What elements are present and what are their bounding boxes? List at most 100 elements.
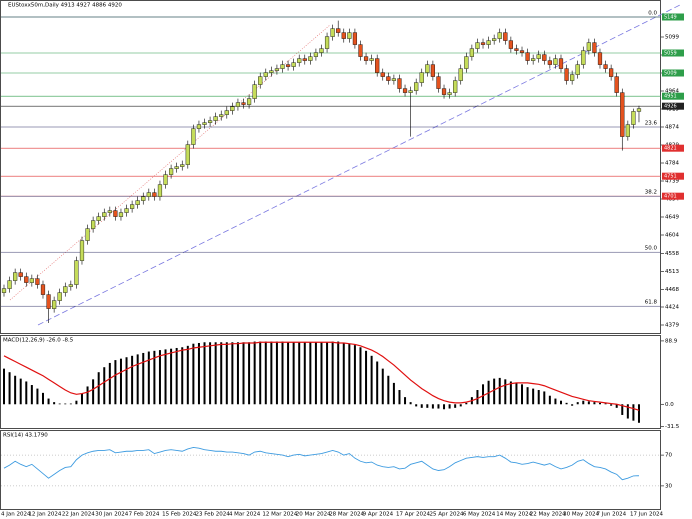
candle-body	[419, 72, 424, 83]
candle-body	[592, 42, 597, 53]
macd-bar	[147, 351, 150, 405]
macd-panel	[0, 335, 661, 429]
candle-body	[135, 200, 140, 205]
candle-body	[235, 102, 241, 107]
macd-bar	[53, 402, 56, 405]
macd-bar	[637, 404, 640, 423]
macd-bar	[264, 341, 267, 405]
fib-label: 50.0	[645, 246, 658, 252]
candle-body	[213, 116, 218, 121]
candle-body	[29, 278, 34, 283]
candle-body	[336, 28, 341, 33]
candle-body	[52, 300, 57, 309]
macd-bar	[8, 372, 11, 405]
candle-body	[358, 44, 363, 57]
macd-bar	[47, 398, 50, 405]
candle-body	[68, 284, 73, 287]
signal-line	[3, 341, 640, 411]
macd-bar	[359, 347, 362, 405]
macd-bar	[571, 404, 574, 406]
candle-body	[402, 88, 408, 93]
y-tick-label: 4558	[665, 251, 679, 257]
macd-bar	[409, 402, 412, 405]
candle-body	[597, 52, 603, 65]
macd-bar	[582, 400, 585, 405]
candle-body	[609, 68, 614, 77]
fib-label: 23.6	[645, 121, 658, 127]
macd-bar	[19, 378, 22, 405]
macd-bar	[398, 390, 401, 405]
rsi-label: RSI(14) 43.1790	[3, 433, 48, 439]
candle-body	[63, 286, 68, 293]
candle-body	[280, 64, 285, 69]
candle-body	[447, 92, 452, 95]
macd-bar	[309, 342, 312, 405]
candle-body	[436, 76, 441, 89]
candle-body	[519, 50, 525, 53]
macd-bar	[476, 390, 479, 405]
candle-body	[380, 72, 385, 77]
macd-bar	[387, 375, 390, 405]
macd-bar	[459, 404, 462, 407]
macd-bar	[281, 341, 284, 405]
x-tick-label: 7 Feb 2024	[129, 512, 160, 518]
y-tick-label: 0.0	[665, 402, 674, 408]
candle-body	[157, 184, 163, 197]
macd-bar	[554, 398, 557, 405]
macd-bar	[158, 350, 161, 405]
candle-body	[252, 84, 257, 99]
macd-bar	[415, 404, 418, 407]
macd-bar	[192, 343, 195, 405]
macd-bar	[443, 404, 446, 410]
candle-body	[113, 210, 118, 217]
macd-bar	[58, 403, 61, 405]
candle-body	[492, 38, 497, 41]
candle-body	[202, 122, 207, 125]
macd-bar	[326, 342, 329, 405]
candle-body	[180, 164, 185, 167]
candle-body	[130, 204, 135, 209]
macd-bar	[426, 404, 429, 408]
macd-bar	[108, 362, 111, 405]
macd-bar	[14, 375, 17, 405]
macd-bar	[41, 392, 44, 405]
macd-bar	[170, 348, 173, 405]
macd-bar	[331, 341, 334, 405]
candle-body	[107, 210, 112, 213]
candle-body	[480, 42, 486, 45]
x-tick-label: 15 Feb 2024	[162, 512, 197, 518]
macd-bar	[392, 382, 395, 405]
x-tick-label: 20 Mar 2024	[296, 512, 331, 518]
y-tick-label: 4964	[665, 89, 679, 95]
y-tick-label: 4604	[665, 233, 679, 239]
level-box	[662, 144, 684, 152]
macd-bar	[298, 342, 301, 405]
fib-label: 61.8	[645, 300, 658, 306]
candle-body	[525, 52, 530, 61]
rsi-line	[3, 446, 639, 481]
macd-bar	[142, 352, 145, 405]
macd-bar	[231, 342, 234, 405]
x-tick-label: 12 Jan 2024	[28, 512, 61, 518]
macd-bar	[532, 388, 535, 405]
candle-body	[614, 76, 619, 93]
candle-body	[196, 124, 202, 129]
macd-bar	[626, 404, 629, 419]
candle-body	[124, 208, 129, 213]
macd-bar	[610, 404, 613, 406]
y-tick-label: 70	[665, 453, 672, 459]
candle-body	[308, 56, 313, 61]
candle-body	[425, 64, 430, 73]
candle-body	[291, 62, 296, 67]
x-tick-label: 14 May 2024	[496, 512, 532, 518]
macd-bar	[431, 404, 434, 409]
macd-bar	[153, 350, 156, 405]
candle-body	[430, 64, 435, 77]
candle-body	[302, 58, 307, 61]
macd-bar	[454, 404, 457, 408]
macd-bar	[365, 350, 368, 405]
candle-body	[46, 294, 51, 309]
candle-body	[330, 28, 335, 37]
candle-body	[91, 220, 96, 229]
macd-bar	[197, 342, 200, 405]
